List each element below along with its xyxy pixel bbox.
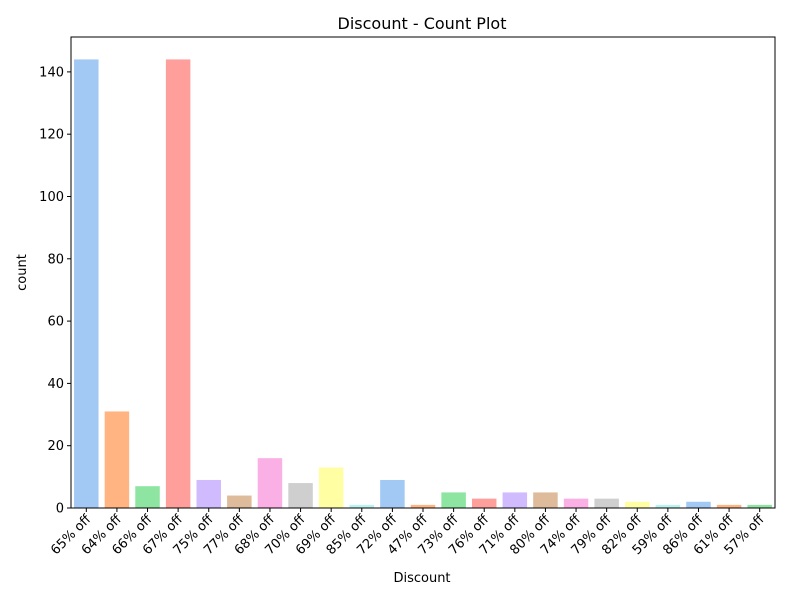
chart-title: Discount - Count Plot (338, 14, 507, 33)
x-axis-label: Discount (393, 571, 450, 586)
y-tick-label: 20 (47, 439, 64, 454)
axes-frame (70, 36, 776, 509)
y-axis-ticks: 0 20 40 60 80 100 120 140 (39, 65, 71, 517)
bar (716, 504, 742, 508)
y-tick-label: 140 (39, 65, 64, 80)
bar (441, 492, 466, 508)
bar (563, 498, 589, 508)
bar (686, 501, 711, 508)
bar (594, 498, 619, 508)
y-tick-label: 40 (47, 377, 64, 392)
bar (747, 504, 772, 508)
bar (502, 492, 528, 508)
bar (655, 504, 681, 508)
y-tick-label: 120 (39, 128, 64, 143)
bar (471, 498, 497, 508)
y-tick-label: 80 (47, 252, 64, 267)
bar (196, 479, 221, 508)
y-axis-label: count (15, 254, 30, 291)
bar (135, 486, 160, 508)
bar (165, 59, 191, 509)
bar (257, 458, 283, 508)
bar (104, 411, 130, 508)
bar (349, 504, 375, 508)
bar (318, 467, 344, 508)
bars-group (74, 59, 772, 509)
bar (533, 492, 558, 508)
bar (74, 59, 99, 509)
bar (625, 501, 650, 508)
y-tick-label: 0 (56, 502, 64, 517)
bar (410, 504, 436, 508)
bar (288, 483, 313, 508)
y-tick-label: 60 (47, 315, 64, 330)
y-tick-label: 100 (39, 190, 64, 205)
bar (380, 479, 405, 508)
bar (227, 495, 252, 508)
